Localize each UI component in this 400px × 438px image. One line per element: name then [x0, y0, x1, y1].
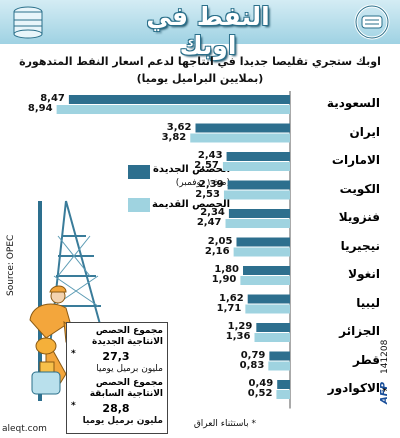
- totals-old-value: 28,8: [102, 402, 130, 415]
- bar-old-5: [233, 247, 290, 257]
- bar-old-10: [276, 390, 290, 399]
- bar-old-0: [56, 105, 291, 114]
- bar-old-3: [223, 190, 290, 200]
- subtitle-line-2: (بملايين البراميل يوميا): [136, 72, 264, 85]
- country-mark-10: *: [382, 386, 388, 397]
- country-label-6: انغولا: [348, 267, 380, 281]
- value-label-new-1: 3,62: [166, 121, 192, 133]
- totals-old-unit: مليون برميل يوميا: [82, 416, 163, 426]
- totals-old-mark: *: [71, 401, 76, 411]
- legend-label-new: الحصص الجديدة: [153, 164, 230, 175]
- value-label-old-7: 1,71: [216, 302, 242, 314]
- bar-new-4: [228, 209, 290, 218]
- value-label-new-6: 1,80: [214, 264, 239, 275]
- country-label-2: الامارات: [331, 153, 380, 167]
- bar-old-1: [190, 133, 290, 143]
- value-label-new-5: 2,05: [207, 235, 233, 247]
- bar-old-9: [268, 361, 290, 371]
- legend-swatch-old: [128, 198, 150, 212]
- country-label-5: نيجيريا: [340, 238, 380, 253]
- agency-logo: AFP: [379, 382, 390, 404]
- bar-new-3: [227, 180, 290, 190]
- bar-new-7: [247, 294, 290, 304]
- totals-new-value: 27,3: [102, 350, 130, 363]
- value-label-old-10: 0,52: [247, 388, 273, 399]
- bar-old-6: [240, 276, 290, 285]
- totals-new-title: مجموع الحصص الانتاجية الجديدة: [91, 326, 163, 347]
- bar-old-8: [254, 333, 290, 342]
- value-label-old-3: 2,53: [195, 188, 220, 200]
- value-label-old-8: 1,36: [225, 331, 251, 342]
- watermark: aleqt.com: [2, 424, 47, 434]
- totals-new-unit: مليون برميل يوميا: [96, 364, 163, 374]
- bar-new-6: [243, 266, 290, 275]
- value-label-new-2: 2,43: [197, 150, 223, 161]
- page-title: النفط في اوبك: [146, 2, 270, 60]
- value-label-old-6: 1,90: [211, 274, 237, 285]
- bar-new-8: [256, 323, 290, 332]
- country-label-7: ليبيا: [356, 295, 380, 310]
- bar-old-2: [222, 162, 290, 171]
- bar-new-10: [277, 380, 290, 389]
- country-label-8: الجزائر: [339, 324, 380, 338]
- value-label-new-0: 8,47: [40, 93, 65, 104]
- value-label-old-9: 0,83: [239, 359, 265, 371]
- country-label-9: قطر: [352, 352, 380, 367]
- value-label-new-8: 1,29: [227, 321, 253, 332]
- source-text: Source: OPEC: [6, 234, 16, 296]
- value-label-new-10: 0,49: [248, 378, 274, 389]
- value-label-new-7: 1,62: [219, 292, 244, 304]
- value-label-new-4: 2,34: [200, 207, 225, 218]
- value-label-old-2: 2,57: [194, 160, 219, 171]
- country-label-10: الاكوادور: [327, 381, 380, 395]
- value-label-old-5: 2,16: [204, 245, 230, 257]
- subtitle-line-1: اوبك ستجري تقليصا جديدا في انتاجها لدعم …: [19, 55, 381, 68]
- opec-logo-icon: [354, 4, 390, 40]
- bar-old-7: [245, 304, 290, 314]
- legend-swatch-new: [128, 165, 150, 179]
- legend-label-old: الحصص القديمة: [151, 199, 230, 210]
- oil-barrel-icon: [13, 6, 43, 39]
- bar-new-1: [195, 123, 290, 133]
- country-label-0: السعودية: [326, 96, 380, 110]
- title-band: [0, 0, 400, 44]
- bar-new-5: [236, 237, 290, 247]
- code-text: 141208: [380, 339, 390, 374]
- totals-new-mark: *: [71, 349, 76, 359]
- legend-sub-new: (منذ ١ نوفمبر): [175, 178, 230, 188]
- value-label-old-1: 3,82: [161, 131, 187, 143]
- totals-box: مجموع الحصص الانتاجية الجديدة * 27,3 ملي…: [66, 322, 168, 434]
- bar-old-4: [225, 219, 290, 228]
- country-label-1: ايران: [349, 124, 380, 139]
- value-label-old-4: 2,47: [196, 217, 222, 228]
- bar-new-9: [269, 351, 290, 361]
- country-label-4: فنزويلا: [338, 210, 380, 224]
- bar-new-0: [68, 95, 290, 104]
- country-label-3: الكويت: [339, 181, 380, 196]
- bar-new-2: [226, 152, 290, 161]
- totals-old-title: مجموع الحصص الانتاجية السابقة: [89, 378, 163, 399]
- value-label-new-3: 2,39: [198, 178, 224, 190]
- value-label-new-9: 0,79: [240, 349, 266, 361]
- footnote-note: * باستثناء العراق: [193, 419, 256, 429]
- value-label-old-0: 8,94: [27, 103, 53, 114]
